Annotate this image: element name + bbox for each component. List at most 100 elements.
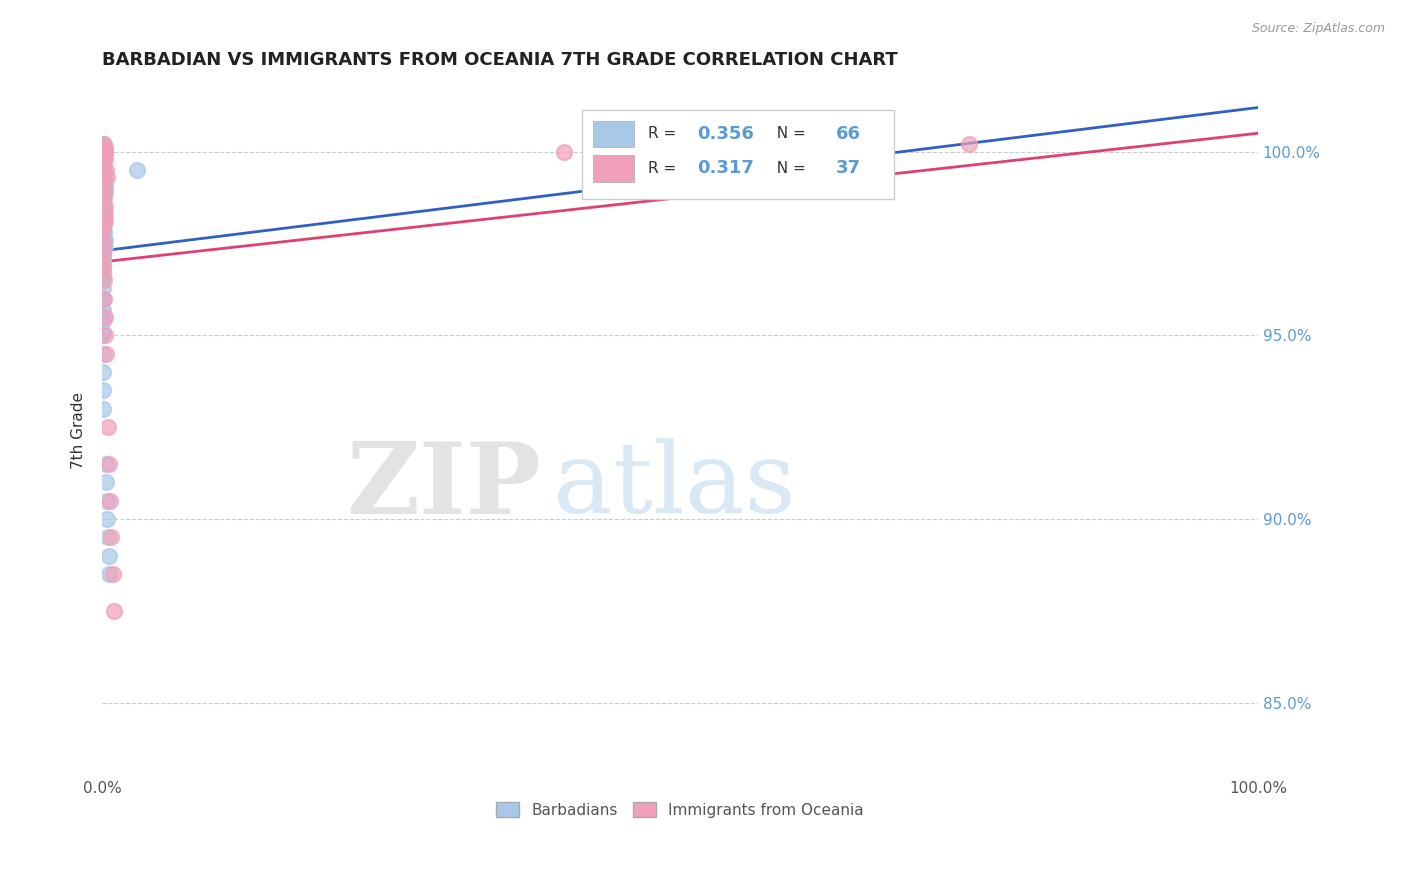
Point — [98, 457, 121, 471]
Point — [93, 200, 115, 214]
Point — [101, 567, 124, 582]
Point — [94, 152, 117, 166]
Point — [91, 292, 114, 306]
Text: BARBADIAN VS IMMIGRANTS FROM OCEANIA 7TH GRADE CORRELATION CHART: BARBADIAN VS IMMIGRANTS FROM OCEANIA 7TH… — [103, 51, 898, 69]
Point — [93, 174, 115, 188]
Point — [94, 181, 117, 195]
Point — [91, 280, 114, 294]
Point — [91, 137, 114, 152]
Point — [91, 328, 114, 343]
Text: 66: 66 — [837, 125, 860, 143]
Point — [94, 141, 117, 155]
Point — [91, 137, 114, 152]
Point — [553, 145, 575, 159]
Text: 37: 37 — [837, 160, 860, 178]
Point — [93, 145, 115, 159]
Point — [93, 226, 115, 240]
Point — [93, 203, 115, 218]
Point — [91, 200, 114, 214]
Point — [93, 145, 115, 159]
Point — [91, 310, 114, 324]
Point — [93, 233, 115, 247]
Point — [94, 185, 117, 199]
Point — [94, 328, 117, 343]
Point — [93, 255, 115, 269]
Point — [93, 170, 115, 185]
Point — [91, 244, 114, 258]
Point — [98, 493, 121, 508]
Point — [94, 148, 117, 162]
Point — [91, 236, 114, 251]
Y-axis label: 7th Grade: 7th Grade — [72, 392, 86, 469]
Point — [91, 163, 114, 178]
Point — [91, 365, 114, 379]
Point — [91, 236, 114, 251]
Text: 0.317: 0.317 — [697, 160, 754, 178]
Point — [93, 266, 115, 280]
Point — [91, 292, 114, 306]
Point — [93, 292, 115, 306]
Point — [91, 273, 114, 287]
Text: Source: ZipAtlas.com: Source: ZipAtlas.com — [1251, 22, 1385, 36]
Point — [91, 259, 114, 273]
Point — [93, 145, 115, 159]
Point — [93, 193, 115, 207]
Point — [93, 259, 115, 273]
Text: ZIP: ZIP — [346, 438, 541, 534]
Point — [94, 214, 117, 228]
Point — [91, 141, 114, 155]
Point — [91, 236, 114, 251]
Point — [93, 325, 115, 339]
Point — [91, 159, 114, 173]
Point — [91, 401, 114, 416]
Point — [91, 302, 114, 317]
Point — [91, 152, 114, 166]
Point — [97, 549, 120, 563]
Point — [98, 567, 121, 582]
Point — [91, 226, 114, 240]
Point — [91, 247, 114, 261]
Point — [97, 530, 120, 544]
Point — [93, 141, 115, 155]
Point — [93, 218, 115, 232]
Point — [91, 207, 114, 221]
Point — [91, 218, 114, 232]
Legend: Barbadians, Immigrants from Oceania: Barbadians, Immigrants from Oceania — [491, 796, 870, 824]
Point — [94, 457, 117, 471]
FancyBboxPatch shape — [593, 155, 634, 181]
Text: N =: N = — [766, 161, 810, 176]
Point — [91, 269, 114, 284]
Point — [91, 262, 114, 277]
Point — [103, 604, 125, 618]
Point — [93, 167, 115, 181]
Point — [91, 244, 114, 258]
Point — [96, 512, 118, 526]
Point — [91, 141, 114, 155]
Point — [91, 384, 114, 398]
Point — [93, 145, 115, 159]
Point — [93, 141, 115, 155]
FancyBboxPatch shape — [582, 110, 894, 200]
Point — [93, 178, 115, 192]
Point — [100, 530, 122, 544]
Point — [125, 163, 148, 178]
FancyBboxPatch shape — [593, 120, 634, 147]
Point — [96, 475, 118, 490]
Text: N =: N = — [766, 127, 810, 141]
Point — [93, 310, 115, 324]
Point — [93, 273, 115, 287]
Text: atlas: atlas — [553, 438, 796, 534]
Point — [94, 145, 117, 159]
Point — [97, 420, 120, 434]
Point — [91, 313, 114, 327]
Text: 0.356: 0.356 — [697, 125, 754, 143]
Point — [93, 211, 115, 225]
Point — [94, 347, 117, 361]
Point — [957, 137, 980, 152]
Point — [93, 145, 115, 159]
Point — [91, 193, 114, 207]
Point — [91, 170, 114, 185]
Point — [91, 155, 114, 169]
Point — [93, 163, 115, 178]
Point — [96, 493, 118, 508]
